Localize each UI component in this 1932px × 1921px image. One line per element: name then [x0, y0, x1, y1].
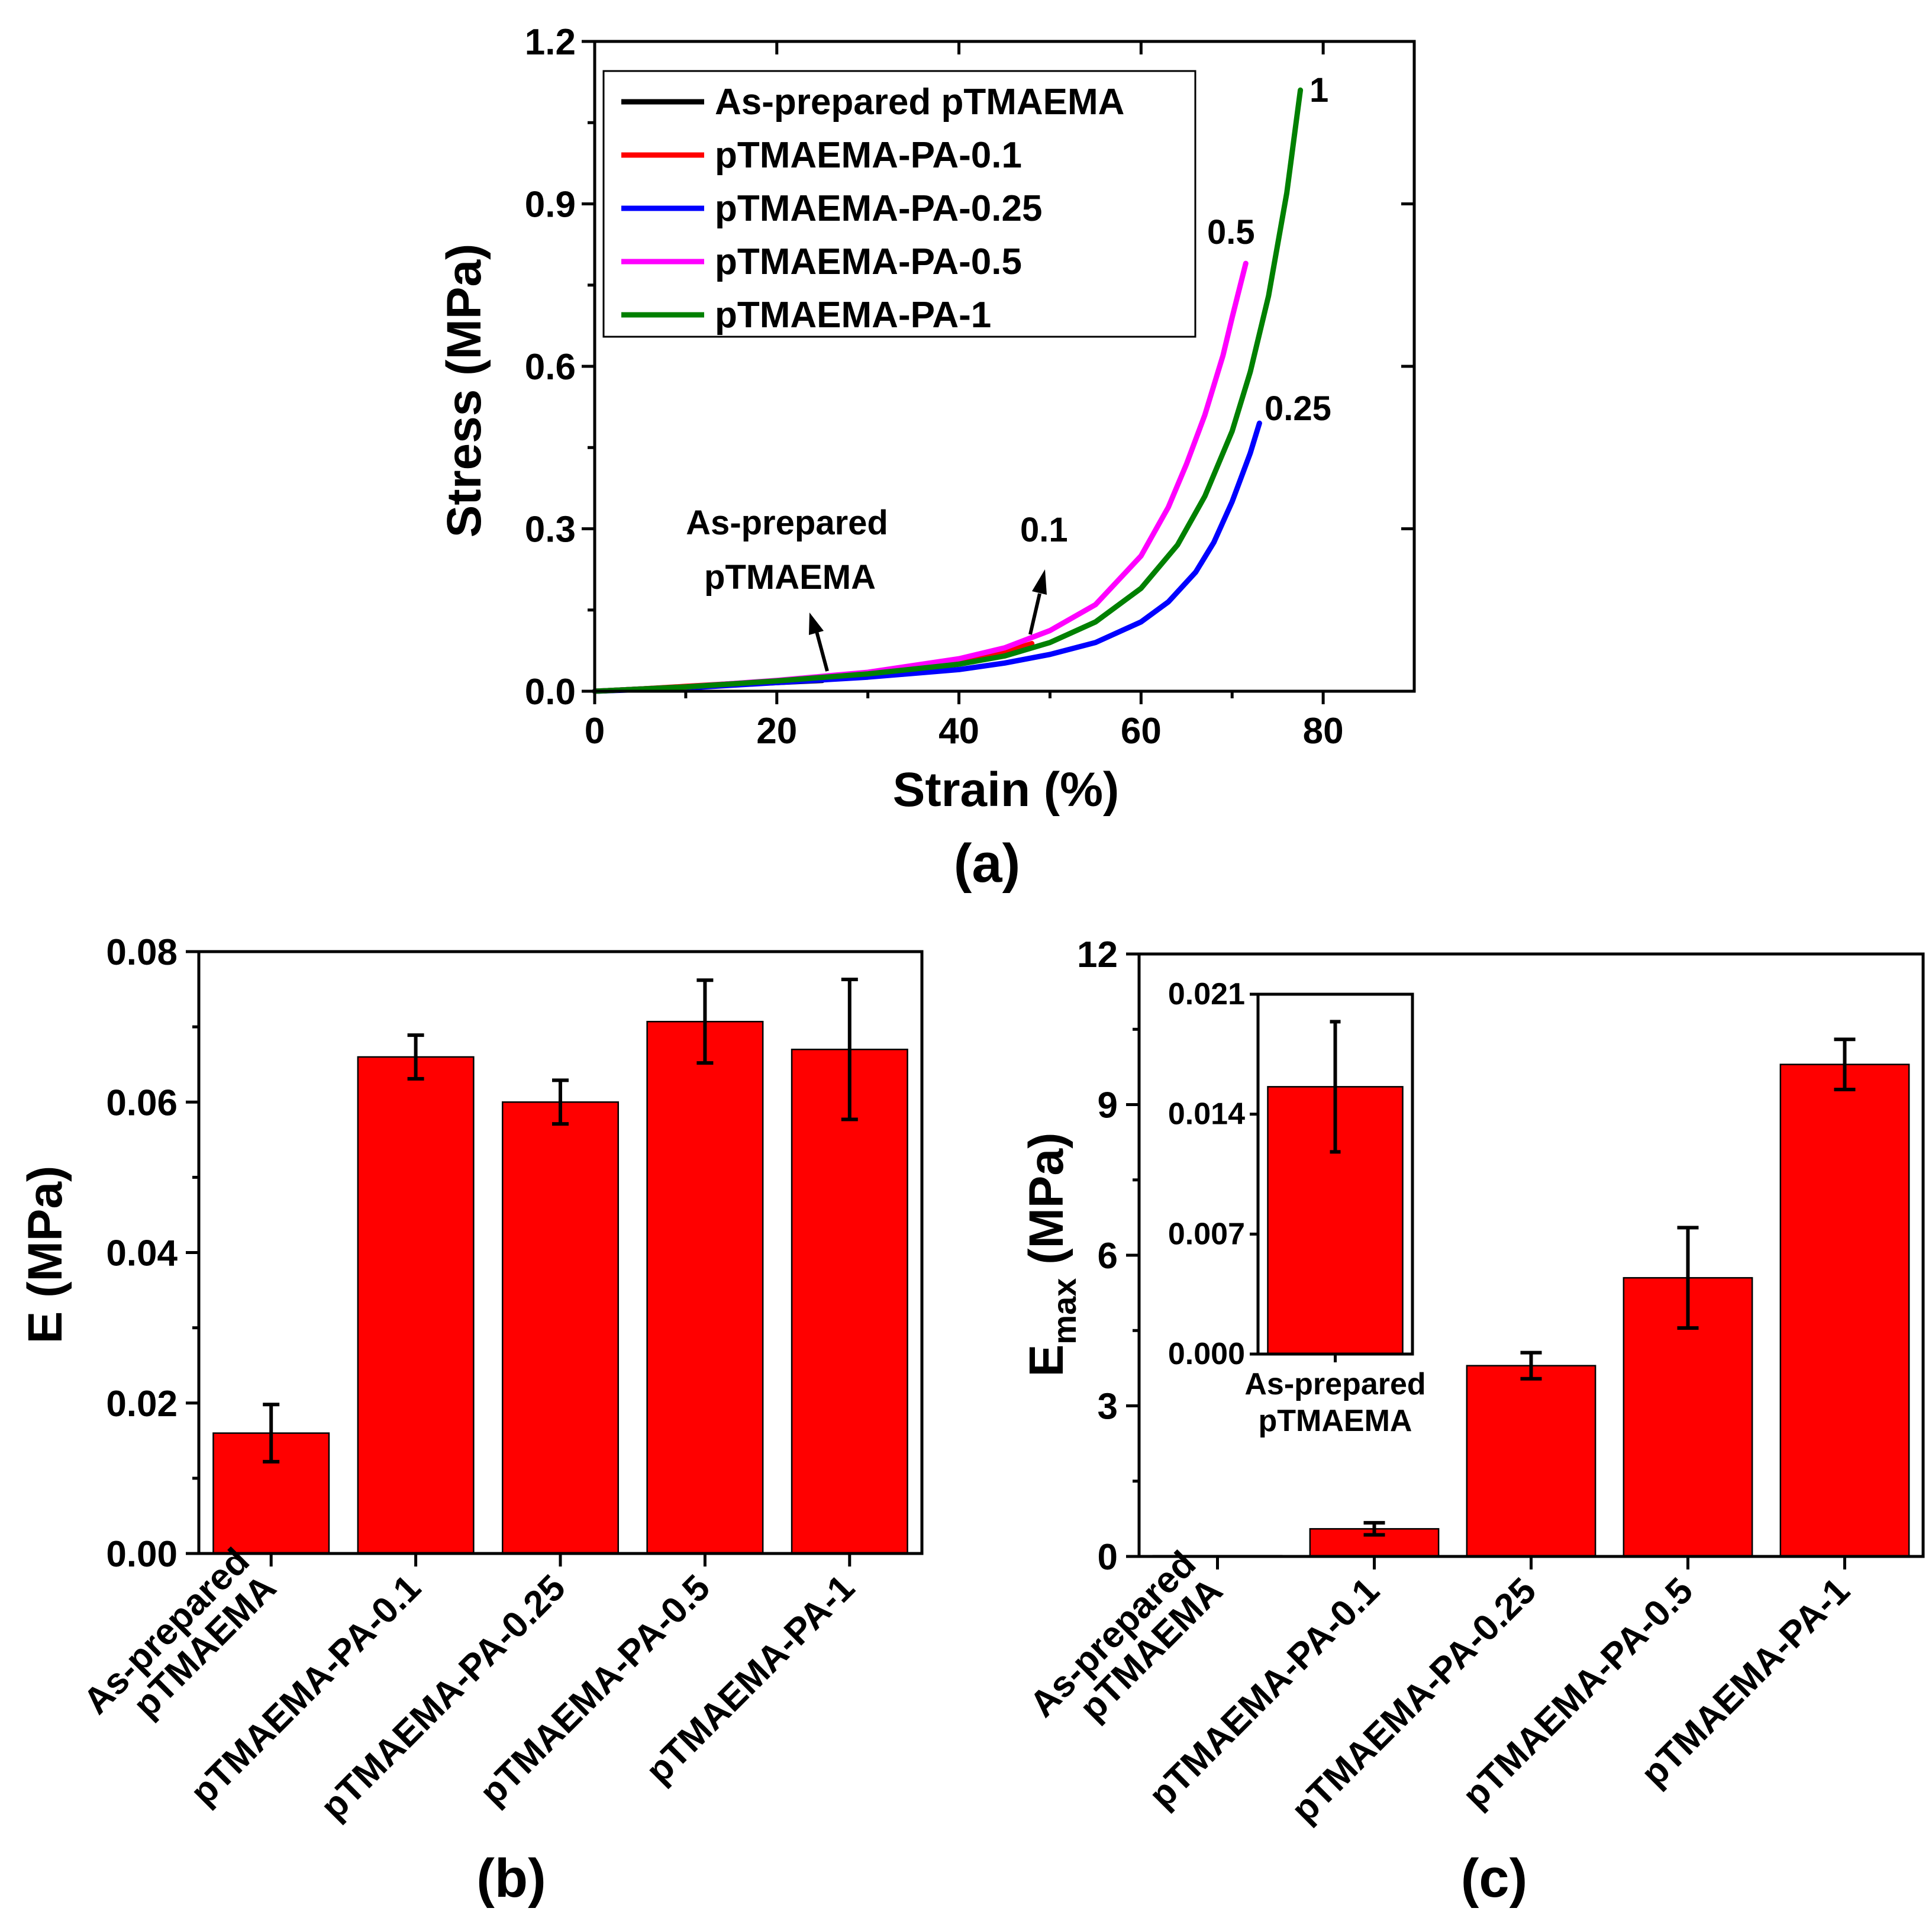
chart-c-inset: 0.000 0.007 0.014 0.021 As-preparedpTMAEMA [1168, 977, 1426, 1438]
category-label: As-preparedpTMAEMA [1022, 1543, 1230, 1752]
bar [357, 1056, 475, 1555]
chart-a-axes [582, 40, 1416, 704]
error-bar [407, 1033, 424, 1081]
annotation-1: 1 [1309, 71, 1328, 109]
y-tick-label: 1.2 [525, 22, 576, 63]
chart-a-annotations: 1 0.5 0.25 0.1 As-prepared pTMAEMA [686, 71, 1331, 597]
series-line-ptmaema-pa-1 [592, 87, 1304, 694]
chart-b-bars [212, 978, 908, 1555]
chart-b-panel-label: (b) [476, 1848, 546, 1909]
annotation-0.5: 0.5 [1207, 213, 1255, 252]
chart-c-axes [1126, 952, 1925, 1569]
legend-label: pTMAEMA-PA-1 [715, 295, 991, 336]
chart-a-tick-labels: 0 20 40 60 80 0.0 0.3 0.6 0.9 1.2 [525, 22, 1344, 752]
annotation-0.1: 0.1 [1020, 511, 1068, 549]
chart-a-arrows [809, 569, 1047, 672]
chart-c-panel-label: (c) [1461, 1848, 1527, 1909]
bar [1466, 1365, 1596, 1558]
annotation-0.25: 0.25 [1265, 389, 1331, 428]
inset-y-tick-label: 0.014 [1168, 1097, 1245, 1132]
chart-c-max-modulus: 0 3 6 9 12 As-preparedpTMAEMApTMAEMA-PA-0.1p… [1020, 934, 1925, 1909]
arrow-0.1-head [1032, 569, 1047, 595]
error-bar [1520, 1350, 1542, 1381]
chart-c-category-labels: As-preparedpTMAEMApTMAEMA-PA-0.1pTMAEMA-… [1022, 1543, 1857, 1830]
chart-a-ylabel: Stress (MPa) [437, 244, 491, 538]
bar [646, 1020, 764, 1555]
error-bar [841, 978, 858, 1121]
error-bar [696, 978, 714, 1065]
series-line-ptmaema-pa-0-25 [592, 420, 1262, 694]
y-tick-label: 0.08 [106, 932, 178, 973]
category-label-line: pTMAEMA-PA-0.25 [313, 1567, 573, 1827]
chart-b-tick-labels: 0.00 0.02 0.04 0.06 0.08 [106, 932, 178, 1575]
x-tick-label: 20 [756, 711, 797, 752]
chart-b-category-labels: As-preparedpTMAEMApTMAEMA-PA-0.1pTMAEMA-… [76, 1540, 863, 1827]
legend-label: pTMAEMA-PA-0.25 [715, 188, 1042, 229]
y-tick-label: 0.06 [106, 1082, 178, 1123]
chart-b-modulus: 0.00 0.02 0.04 0.06 0.08 As-preparedpTMAEMAp… [18, 932, 924, 1909]
chart-a-panel-label: (a) [954, 833, 1020, 894]
inset-category-label: pTMAEMA [1259, 1404, 1412, 1438]
y-tick-label: 12 [1077, 934, 1118, 975]
category-label: pTMAEMA-PA-0.25 [313, 1567, 573, 1827]
y-tick-label: 0.04 [106, 1233, 178, 1274]
inset-y-tick-label: 0.000 [1168, 1337, 1245, 1371]
error-bar [1363, 1521, 1385, 1537]
y-tick-label: 0.00 [106, 1534, 178, 1575]
ylabel-unit: (MPa) [1020, 1133, 1073, 1278]
error-bar [552, 1078, 569, 1126]
annotation-as-prepared-line1: As-prepared [686, 504, 888, 542]
inset-category-label: As-prepared [1244, 1367, 1425, 1401]
legend-item: pTMAEMA-PA-0.25 [621, 188, 1042, 229]
x-tick-label: 40 [938, 711, 979, 752]
error-bar [1834, 1037, 1856, 1092]
y-tick-label: 0.9 [525, 185, 576, 225]
legend-label: pTMAEMA-PA-0.5 [715, 241, 1022, 282]
chart-a-legend: As-prepared pTMAEMA pTMAEMA-PA-0.1 pTMAE… [602, 70, 1196, 338]
y-tick-label: 9 [1098, 1085, 1118, 1126]
chart-c-ylabel: Emax (MPa) [1020, 1133, 1083, 1377]
chart-a-xlabel: Strain (%) [893, 763, 1120, 817]
legend-item: pTMAEMA-PA-0.5 [621, 241, 1022, 282]
error-bar [263, 1403, 280, 1464]
chart-c-bars [1152, 1037, 1910, 1558]
legend-label: As-prepared pTMAEMA [715, 82, 1124, 123]
chart-b-axes [186, 950, 924, 1567]
arrow-as-prepared-head [809, 613, 824, 635]
legend-label: pTMAEMA-PA-0.1 [715, 135, 1022, 176]
arrow-0.1 [1028, 593, 1041, 635]
x-tick-label: 60 [1121, 711, 1162, 752]
annotation-as-prepared-line2: pTMAEMA [704, 558, 876, 597]
bar [501, 1101, 620, 1555]
inset-y-tick-label: 0.021 [1168, 977, 1245, 1011]
x-tick-label: 0 [585, 711, 605, 752]
legend-item: As-prepared pTMAEMA [621, 82, 1124, 123]
y-tick-label: 6 [1098, 1236, 1118, 1277]
chart-a-curves [592, 87, 1304, 694]
x-tick-label: 80 [1303, 711, 1344, 752]
legend-item: pTMAEMA-PA-1 [621, 295, 991, 336]
y-tick-label: 0 [1098, 1537, 1118, 1578]
y-tick-label: 0.3 [525, 510, 576, 550]
chart-c-tick-labels: 0 3 6 9 12 [1077, 934, 1118, 1578]
inset-error-bar [1330, 1020, 1341, 1154]
inset-y-tick-label: 0.007 [1168, 1217, 1245, 1251]
ylabel-main: E [1020, 1345, 1073, 1377]
bar [791, 1049, 908, 1555]
chart-b-ylabel: E (MPa) [18, 1166, 72, 1344]
error-bar [1677, 1226, 1699, 1330]
y-tick-label: 0.0 [525, 672, 576, 713]
arrow-as-prepared [815, 631, 829, 672]
bar [1779, 1063, 1910, 1558]
y-tick-label: 0.6 [525, 347, 576, 388]
legend-box [602, 70, 1196, 338]
y-tick-label: 0.02 [106, 1384, 178, 1424]
legend-item: pTMAEMA-PA-0.1 [621, 135, 1022, 176]
chart-a-stress-strain: 0 20 40 60 80 0.0 0.3 0.6 0.9 1.2 Stress (MPa) St… [437, 22, 1416, 894]
ylabel-subscript: max [1046, 1278, 1083, 1345]
y-tick-label: 3 [1098, 1387, 1118, 1427]
